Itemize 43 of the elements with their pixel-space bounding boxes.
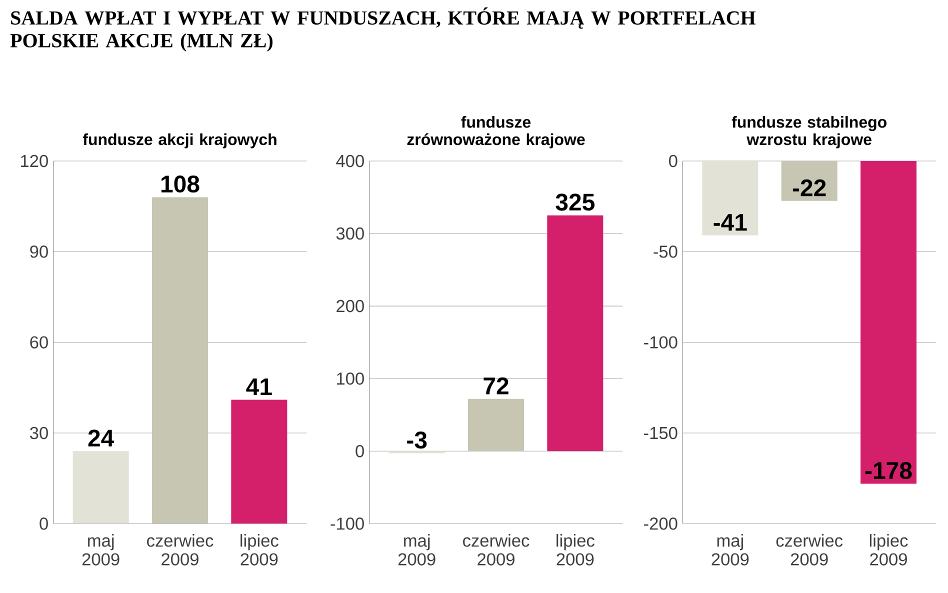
y-tick-label: 30 (30, 426, 48, 440)
bar (231, 400, 288, 524)
x-tick-label: czerwiec 2009 (463, 534, 530, 566)
data-label: -178 (865, 462, 912, 480)
y-tick-label: 120 (21, 154, 48, 168)
x-tick-label: lipiec 2009 (240, 534, 278, 566)
y-tick-label: 90 (30, 246, 48, 258)
y-tick-label: 0 (40, 518, 48, 530)
data-label: 41 (246, 378, 272, 396)
y-tick-label: 0 (668, 154, 678, 168)
y-tick-label: -50 (654, 246, 678, 258)
x-tick-label: maj 2009 (712, 534, 749, 566)
y-tick-label: -150 (644, 426, 678, 440)
x-tick-label: maj 2009 (82, 534, 120, 566)
y-tick-label: 300 (336, 227, 364, 240)
x-tick-label: czerwiec 2009 (776, 534, 843, 566)
bar (72, 451, 129, 524)
x-tick-label: lipiec 2009 (870, 534, 908, 566)
x-tick-label: czerwiec 2009 (147, 534, 214, 566)
x-tick-label: lipiec 2009 (556, 534, 594, 566)
bar (152, 197, 208, 524)
y-tick-label: 0 (356, 444, 364, 458)
y-tick-label: -100 (330, 518, 364, 530)
bar (547, 215, 604, 452)
data-label: -3 (407, 432, 427, 449)
x-tick-label: maj 2009 (398, 534, 436, 566)
data-label: -22 (792, 179, 826, 196)
data-label: 24 (88, 430, 114, 446)
data-label: -41 (714, 214, 747, 231)
data-label: 108 (161, 176, 200, 193)
data-label: 325 (556, 194, 595, 211)
y-tick-label: 100 (337, 372, 364, 385)
y-tick-label: 60 (30, 336, 48, 348)
bar (468, 398, 524, 452)
y-tick-label: 400 (336, 154, 364, 168)
data-label: 72 (484, 377, 508, 394)
chart-title: fundusze stabilnego wzrostu krajowe (732, 116, 886, 148)
chart-title: fundusze akcji krajowych (82, 133, 276, 148)
chart-title: fundusze zrównoważone krajowe (407, 116, 585, 148)
y-tick-label: -100 (644, 336, 678, 348)
y-tick-label: -200 (644, 518, 678, 530)
text: SALDA WPŁAT I WYPŁAT W FUNDUSZACH, KTÓRE MAJĄ W PORTFELACH POLSKIE AKCJE (MLN ZŁ) (10, 7, 756, 52)
y-tick-label: 200 (336, 300, 364, 312)
